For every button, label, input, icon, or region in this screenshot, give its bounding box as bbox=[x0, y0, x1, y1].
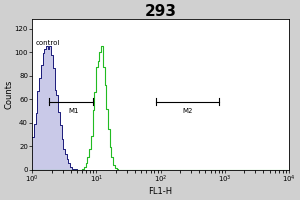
Text: control: control bbox=[36, 40, 61, 46]
Y-axis label: Counts: Counts bbox=[4, 80, 13, 109]
Title: 293: 293 bbox=[145, 4, 177, 19]
Text: M1: M1 bbox=[68, 108, 79, 114]
X-axis label: FL1-H: FL1-H bbox=[148, 187, 172, 196]
Text: M2: M2 bbox=[182, 108, 193, 114]
